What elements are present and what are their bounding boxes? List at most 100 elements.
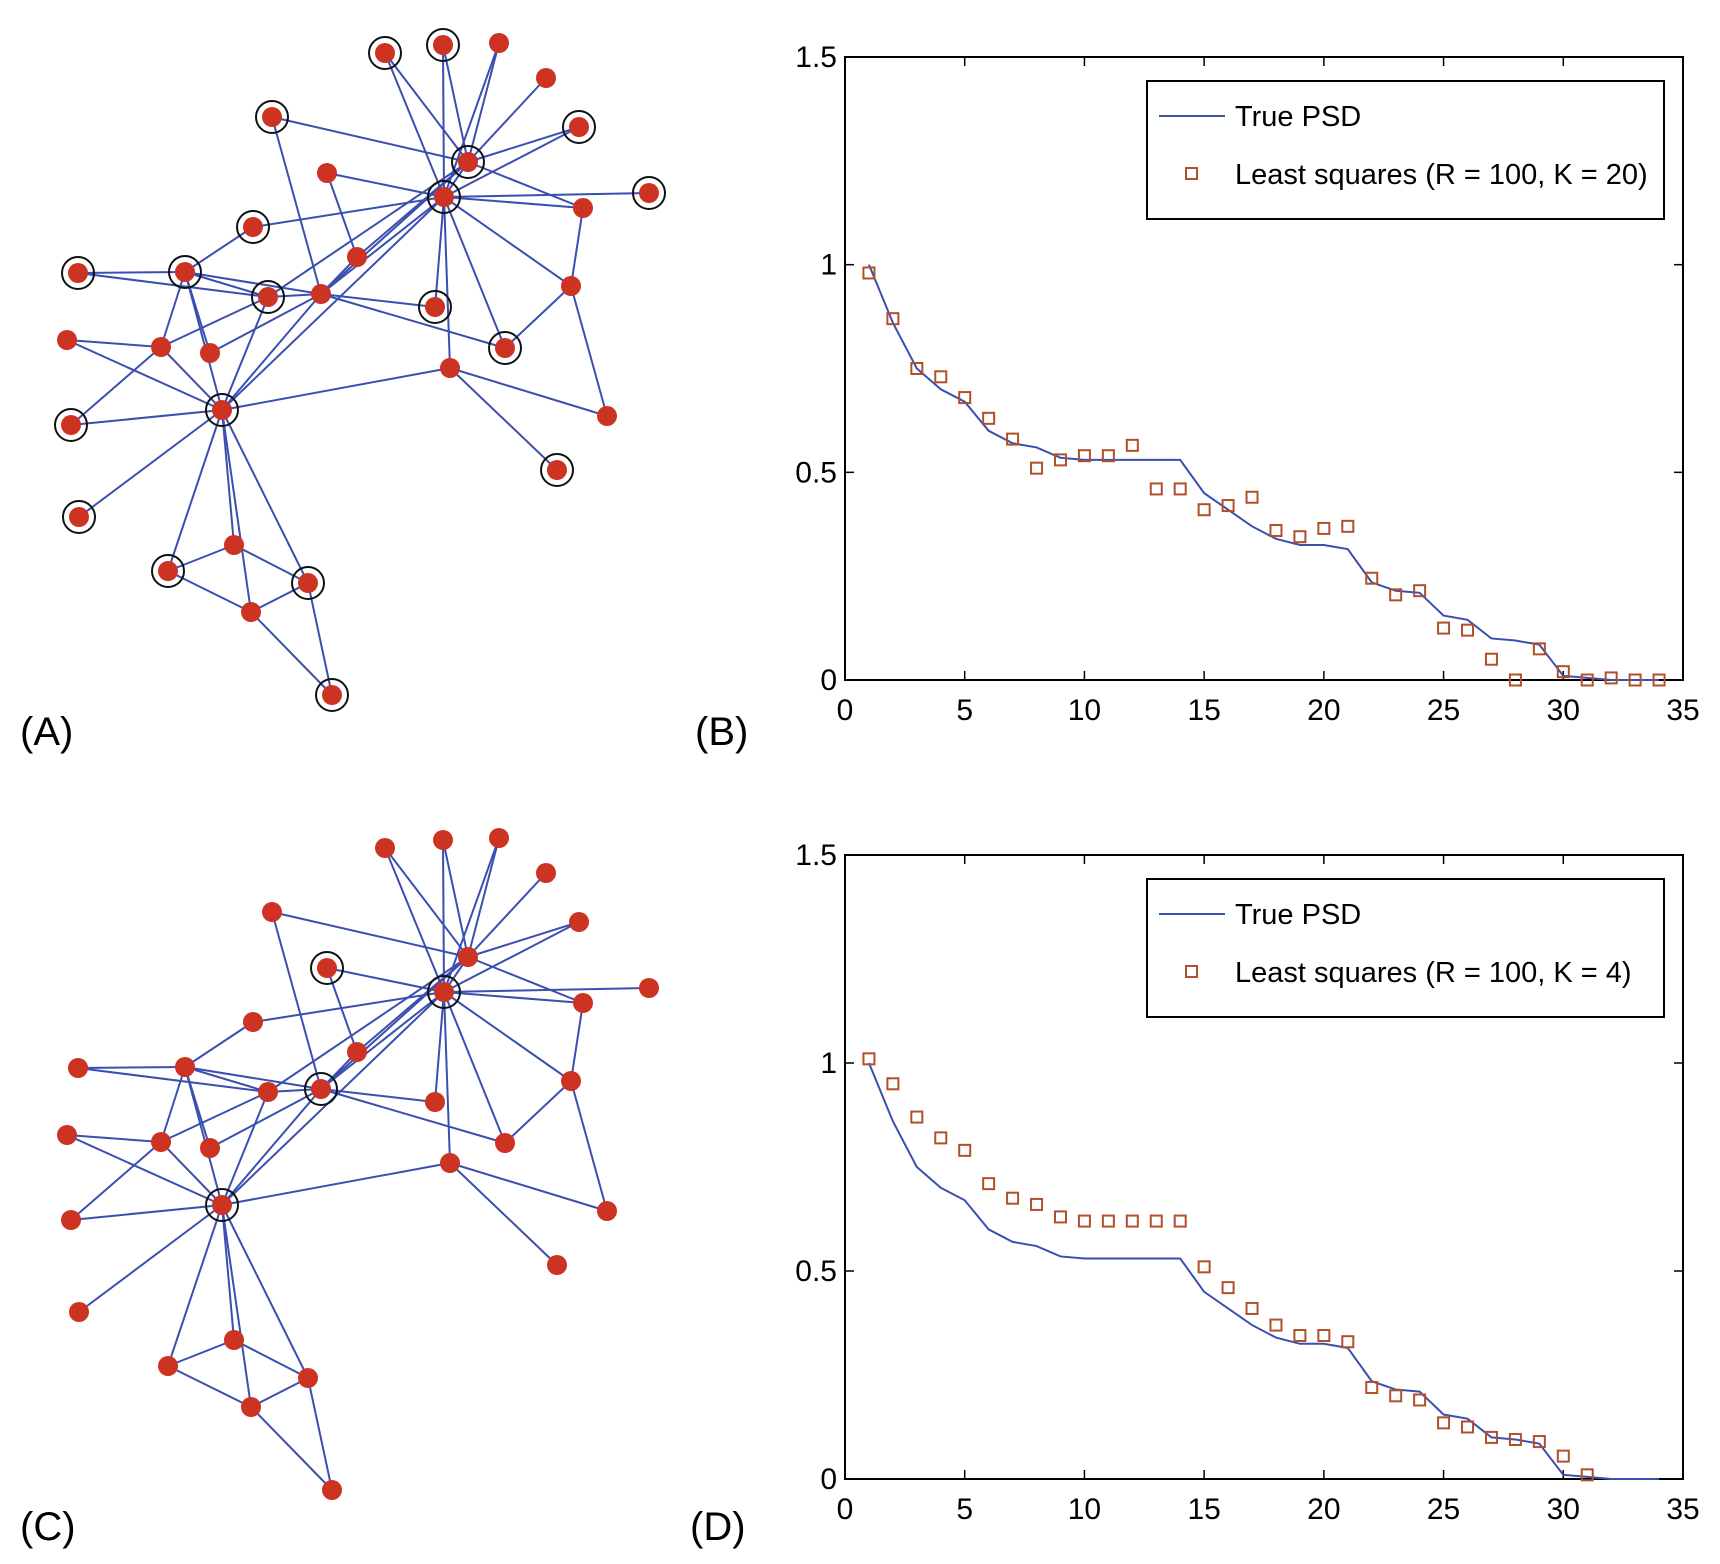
graph-edge bbox=[233, 544, 309, 584]
data-point bbox=[1221, 499, 1235, 513]
graph-edge bbox=[167, 1204, 223, 1367]
graph-node bbox=[243, 1012, 263, 1032]
graph-edge bbox=[221, 1204, 252, 1408]
data-point bbox=[1077, 1214, 1091, 1228]
graph-edge bbox=[77, 1066, 186, 1069]
data-point bbox=[1508, 1432, 1522, 1446]
x-tick-label: 5 bbox=[956, 1493, 973, 1526]
graph-edge bbox=[221, 196, 445, 411]
data-point bbox=[1317, 1328, 1331, 1342]
graph-edge bbox=[442, 44, 445, 198]
sampled-node-ring bbox=[310, 951, 344, 985]
graph-edge bbox=[449, 367, 558, 471]
y-tick-label: 0 bbox=[820, 664, 837, 697]
graph-edge bbox=[184, 271, 322, 295]
sampled-node-ring bbox=[427, 975, 461, 1009]
graph-node bbox=[597, 406, 617, 426]
sampled-node-ring bbox=[418, 290, 452, 324]
graph-edge bbox=[443, 991, 451, 1164]
graph-node bbox=[489, 828, 509, 848]
graph-node bbox=[458, 947, 478, 967]
graph-edge bbox=[320, 956, 469, 1090]
data-point bbox=[1173, 1214, 1187, 1228]
graph-node bbox=[258, 1082, 278, 1102]
graph-node bbox=[224, 1330, 244, 1350]
sampled-node-ring bbox=[54, 408, 88, 442]
graph-edge bbox=[449, 1162, 608, 1212]
data-point bbox=[910, 1110, 924, 1124]
graph-edge bbox=[442, 839, 445, 993]
graph-edge bbox=[434, 991, 445, 1103]
graph-edge bbox=[326, 172, 358, 258]
y-tick-label: 1 bbox=[820, 249, 837, 282]
graph-node bbox=[57, 330, 77, 350]
data-point bbox=[1413, 1393, 1427, 1407]
data-point bbox=[1437, 621, 1451, 635]
graph-node bbox=[536, 863, 556, 883]
data-point bbox=[958, 391, 972, 405]
graph-edge bbox=[252, 196, 445, 228]
data-point bbox=[1580, 673, 1594, 687]
graph-node bbox=[547, 1255, 567, 1275]
graph-node bbox=[434, 982, 454, 1002]
graph-node bbox=[347, 1042, 367, 1062]
graph-edge bbox=[384, 847, 469, 958]
data-point bbox=[1269, 523, 1283, 537]
data-point bbox=[1245, 1301, 1259, 1315]
graph-node bbox=[639, 978, 659, 998]
graph-edge bbox=[307, 1377, 333, 1491]
graph-edge bbox=[167, 409, 223, 572]
legend-label-least-squares: Least squares (R = 100, K = 20) bbox=[1235, 159, 1648, 191]
graph-edge bbox=[252, 991, 445, 1023]
graph-edge bbox=[570, 207, 584, 287]
graph-edge bbox=[233, 1339, 309, 1379]
data-point bbox=[910, 362, 924, 375]
sampled-node-ring bbox=[426, 28, 460, 62]
data-point bbox=[1580, 1468, 1594, 1482]
sampled-node-ring bbox=[488, 331, 522, 365]
graph-edge bbox=[221, 409, 235, 546]
data-point bbox=[934, 370, 948, 384]
sampled-node-ring bbox=[562, 110, 596, 144]
data-point bbox=[1341, 519, 1355, 533]
data-point bbox=[886, 1077, 900, 1091]
graph-node bbox=[639, 183, 659, 203]
graph-edge bbox=[271, 911, 469, 958]
graph-node bbox=[158, 561, 178, 581]
data-point bbox=[1125, 1214, 1139, 1228]
graph-edge bbox=[184, 1066, 223, 1206]
panel-label-c: (C) bbox=[20, 1505, 76, 1549]
graph-edge bbox=[221, 1091, 269, 1206]
graph-node bbox=[375, 838, 395, 858]
graph-edge bbox=[250, 582, 309, 613]
graph-node bbox=[573, 993, 593, 1013]
graph-edge bbox=[221, 409, 309, 584]
graph-node bbox=[175, 1057, 195, 1077]
graph-edge bbox=[209, 293, 322, 354]
sampled-node-ring bbox=[291, 566, 325, 600]
graph-node bbox=[536, 68, 556, 88]
graph-edge bbox=[467, 161, 584, 209]
graph-edge bbox=[443, 196, 572, 287]
y-tick-label: 0 bbox=[820, 1463, 837, 1496]
graph-edge bbox=[160, 271, 186, 348]
graph-node bbox=[311, 284, 331, 304]
graph-edge bbox=[221, 296, 269, 411]
data-point bbox=[886, 312, 900, 326]
graph-edge bbox=[167, 544, 235, 572]
data-point bbox=[1484, 652, 1498, 666]
data-point bbox=[1101, 1214, 1115, 1228]
graph-edge bbox=[504, 1080, 572, 1144]
graph-edge bbox=[504, 285, 572, 349]
graph-edge bbox=[160, 1091, 269, 1143]
graph-edge bbox=[221, 1162, 451, 1206]
graph-node bbox=[151, 337, 171, 357]
graph-edge bbox=[184, 1066, 322, 1090]
graph-edge bbox=[160, 1066, 186, 1143]
graph-edge bbox=[443, 921, 580, 993]
graph-edge bbox=[77, 271, 186, 274]
data-point bbox=[982, 1177, 996, 1191]
data-point bbox=[862, 266, 876, 280]
graph-edge bbox=[184, 271, 269, 298]
graph-node bbox=[241, 602, 261, 622]
